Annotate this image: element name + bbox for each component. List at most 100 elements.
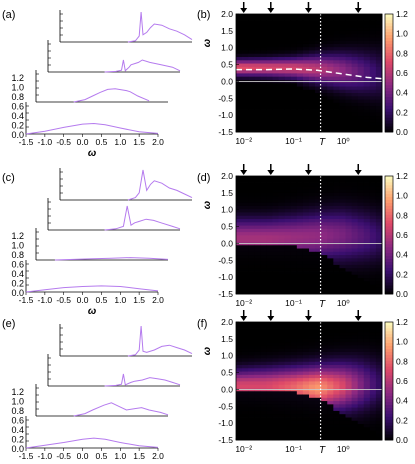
heatmap-cell (345, 261, 352, 265)
heatmap-cell (375, 322, 383, 326)
colorbar-segment (385, 114, 393, 118)
heatmap-cell (333, 410, 340, 415)
heatmap-cell (236, 430, 243, 434)
arrow-head (304, 170, 312, 175)
heatmap-cell (290, 235, 298, 239)
heatmap-cell (333, 125, 340, 130)
heatmap-cell (309, 354, 316, 359)
heatmap-cell (272, 417, 279, 421)
heatmap-cell (369, 430, 377, 434)
heatmap-cell (260, 341, 267, 346)
heatmap-cell (375, 328, 383, 333)
heatmap-cell (290, 257, 298, 262)
heatmap-cell (363, 205, 371, 210)
heatmap-cell (266, 92, 273, 97)
heatmap-cell (302, 348, 310, 352)
heatmap-cell (242, 420, 249, 425)
heatmap-cell (248, 122, 255, 126)
heatmap-cell (254, 109, 261, 113)
heatmap-cell (333, 89, 340, 94)
heatmap-cell (278, 433, 286, 438)
heatmap-cell (333, 274, 340, 279)
heatmap-cell (363, 59, 371, 64)
heatmap-cell (309, 407, 316, 411)
heatmap-cell (333, 325, 340, 329)
heatmap-cell (254, 335, 261, 339)
heatmap-cell (278, 274, 286, 279)
colorbar-segment (385, 333, 393, 338)
colorbar-segment (385, 184, 393, 189)
heatmap-cell (260, 394, 267, 398)
heatmap-cell (296, 351, 304, 356)
heatmap-cell (272, 413, 279, 418)
heatmap-cell (272, 397, 279, 402)
heatmap-cell (260, 354, 267, 359)
heatmap-cell (357, 27, 365, 31)
heatmap-cell (290, 99, 298, 103)
heatmap-cell (363, 322, 371, 326)
x-tick-label: 10⁻² (235, 444, 252, 454)
heatmap-cell (339, 290, 346, 295)
heatmap-cell (345, 271, 352, 275)
heatmap-cell (339, 271, 346, 275)
heatmap-cell (278, 53, 286, 58)
heatmap-cell (242, 257, 249, 262)
heatmap-cell (236, 374, 243, 379)
heatmap-cell (333, 102, 340, 107)
heatmap-cell (290, 338, 298, 343)
heatmap-cell (333, 195, 340, 200)
heatmap-cell (302, 27, 310, 31)
heatmap-cell (375, 46, 383, 51)
heatmap-cell (321, 82, 328, 87)
heatmap-cell (254, 325, 261, 329)
heatmap-cell (236, 63, 243, 67)
heatmap-cell (315, 430, 322, 434)
heatmap-cell (290, 331, 298, 336)
y-tick-label: -1.0 (218, 418, 233, 428)
heatmap-cell (327, 76, 334, 80)
heatmap-cell (321, 344, 328, 349)
heatmap-cell (290, 109, 298, 113)
heatmap-cell (284, 436, 292, 441)
heatmap-cell (315, 43, 322, 48)
heatmap-cell (266, 280, 273, 285)
heatmap-cell (302, 66, 310, 71)
heatmap-cell (339, 436, 346, 441)
colorbar-tick-label: 0.0 (396, 289, 408, 299)
heatmap-cell (375, 420, 383, 425)
heatmap-cell (296, 20, 304, 25)
heatmap-cell (290, 192, 298, 197)
heatmap-cell (357, 264, 365, 269)
heatmap-cell (236, 89, 243, 94)
heatmap-cell (321, 338, 328, 343)
heatmap-cell (272, 374, 279, 379)
heatmap-cell (375, 251, 383, 256)
heatmap-cell (315, 205, 322, 210)
heatmap-cell (339, 287, 346, 292)
heatmap-cell (339, 325, 346, 329)
heatmap-cell (309, 63, 316, 67)
heatmap-cell (351, 377, 359, 382)
heatmap-cell (375, 423, 383, 428)
heatmap-cell (327, 277, 334, 282)
heatmap-cell (345, 36, 352, 41)
heatmap-cell (284, 105, 292, 110)
heatmap-cell (351, 95, 359, 100)
heatmap-cell (333, 328, 340, 333)
y-tick-label: 1.0 (221, 351, 233, 361)
heatmap-cell (309, 367, 316, 372)
heatmap-cell (339, 43, 346, 48)
heatmap-cell (278, 238, 286, 242)
heatmap-cell (369, 341, 377, 346)
heatmap-cell (321, 27, 328, 31)
heatmap-cell (351, 284, 359, 288)
heatmap-cell (266, 436, 273, 441)
heatmap-cell (339, 59, 346, 64)
heatmap-cell (272, 244, 279, 249)
heatmap-cell (357, 128, 365, 133)
heatmap-cell (357, 325, 365, 329)
colorbar-segment (385, 327, 393, 332)
heatmap-cell (272, 205, 279, 210)
heatmap-cell (309, 410, 316, 415)
heatmap-cell (284, 225, 292, 229)
